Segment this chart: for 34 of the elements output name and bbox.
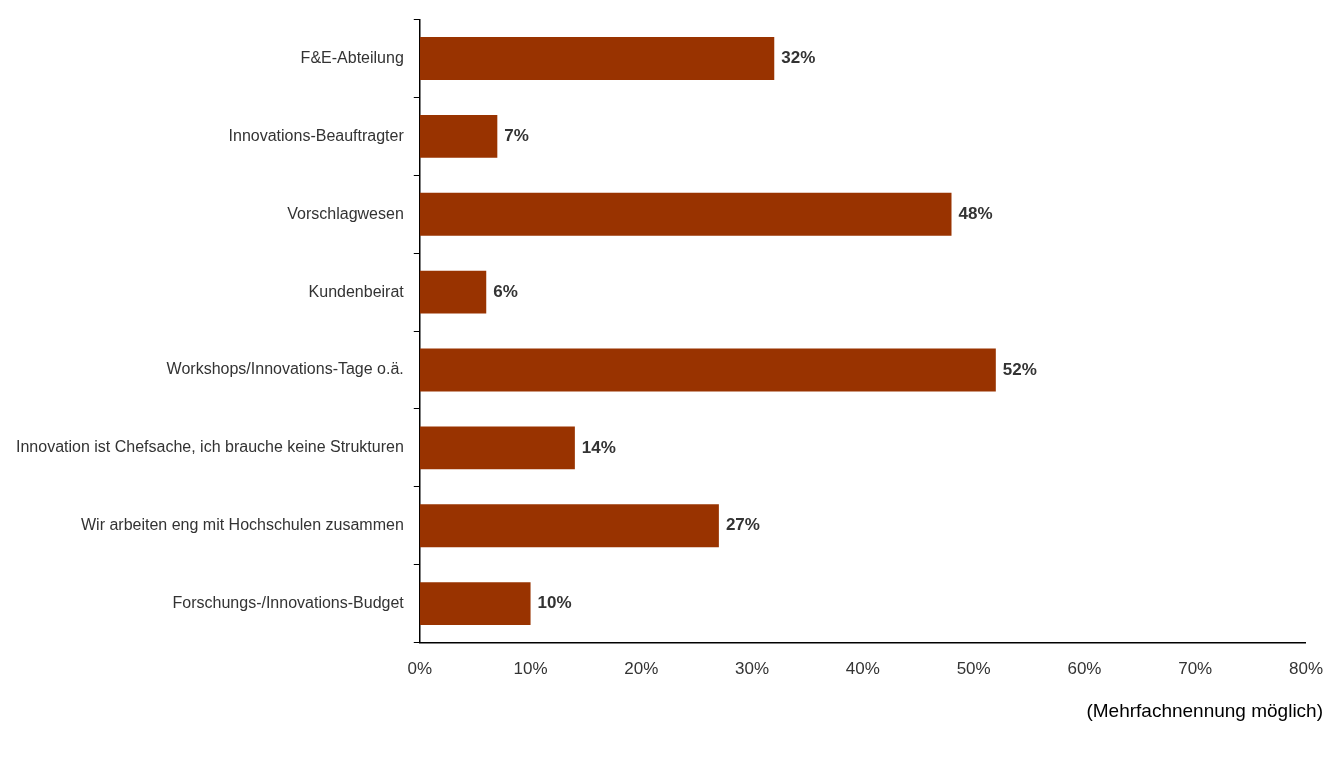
data-label: 52% (1002, 359, 1037, 379)
data-label: 27% (725, 515, 760, 535)
y-tick-label: Wir arbeiten eng mit Hochschulen zusammen (80, 516, 404, 534)
bar (419, 192, 952, 236)
bar (419, 504, 719, 548)
x-tick-label: 40% (845, 659, 880, 679)
bar (419, 582, 531, 626)
y-tick-label: Innovation ist Chefsache, ich brauche keine Strukturen (16, 438, 404, 456)
bar (419, 37, 775, 80)
data-label: 6% (493, 281, 518, 301)
bar (419, 115, 498, 158)
data-label: 7% (504, 126, 529, 146)
x-tick-label: 60% (1067, 659, 1102, 679)
bar (419, 426, 575, 470)
text: (Mehrfachnennung möglich) (1086, 700, 1323, 722)
x-tick-label: 50% (956, 659, 991, 679)
data-label: 32% (781, 48, 816, 68)
bar (419, 348, 996, 392)
y-tick-label: Forschungs-/Innovations-Budget (172, 594, 405, 612)
x-tick-label: 0% (407, 659, 433, 679)
y-tick-label: Kundenbeirat (308, 282, 405, 300)
y-tick-label: Workshops/Innovations-Tage o.ä. (166, 360, 404, 378)
data-label: 48% (958, 203, 993, 223)
y-tick-label: Innovations-Beauftragter (228, 126, 405, 144)
x-tick-label: 70% (1178, 659, 1213, 679)
data-label: 14% (581, 437, 616, 457)
data-label: 10% (537, 593, 572, 613)
x-tick-label: 10% (513, 659, 548, 679)
x-tick-label: 30% (735, 659, 770, 679)
y-tick-label: Vorschlagwesen (287, 204, 404, 222)
x-tick-label: 20% (624, 659, 659, 679)
bar (419, 270, 487, 314)
y-tick-label: F&E-Abteilung (300, 48, 404, 66)
x-tick-label: 80% (1288, 659, 1323, 679)
